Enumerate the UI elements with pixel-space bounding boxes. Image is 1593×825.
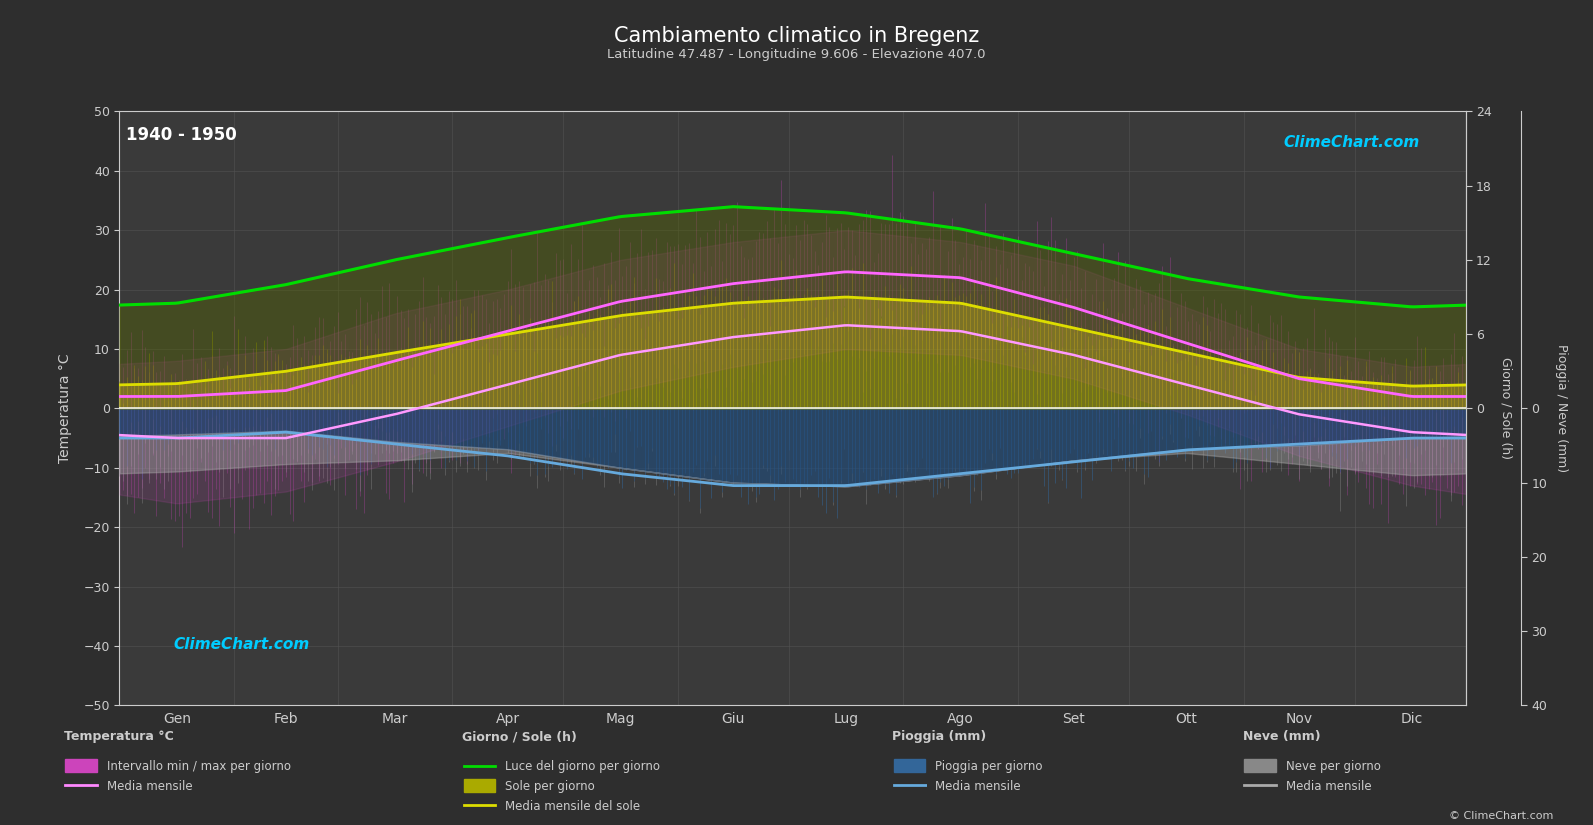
Bar <box>1244 759 1276 772</box>
Bar <box>65 759 97 772</box>
Text: Pioggia (mm): Pioggia (mm) <box>892 730 986 743</box>
Text: ClimeChart.com: ClimeChart.com <box>174 637 309 652</box>
Text: Giorno / Sole (h): Giorno / Sole (h) <box>462 730 577 743</box>
Text: ClimeChart.com: ClimeChart.com <box>1284 135 1419 150</box>
Text: Neve (mm): Neve (mm) <box>1243 730 1321 743</box>
Text: Media mensile del sole: Media mensile del sole <box>505 799 640 813</box>
Text: 1940 - 1950: 1940 - 1950 <box>126 126 237 144</box>
Text: Temperatura °C: Temperatura °C <box>64 730 174 743</box>
Text: Media mensile: Media mensile <box>935 780 1021 793</box>
Text: Latitudine 47.487 - Longitudine 9.606 - Elevazione 407.0: Latitudine 47.487 - Longitudine 9.606 - … <box>607 48 986 61</box>
Text: Media mensile: Media mensile <box>107 780 193 793</box>
Text: Pioggia per giorno: Pioggia per giorno <box>935 760 1042 773</box>
Text: Luce del giorno per giorno: Luce del giorno per giorno <box>505 760 660 773</box>
Text: Media mensile: Media mensile <box>1286 780 1372 793</box>
Bar <box>464 779 495 792</box>
Text: © ClimeChart.com: © ClimeChart.com <box>1448 811 1553 821</box>
Y-axis label: Giorno / Sole (h): Giorno / Sole (h) <box>1499 357 1513 460</box>
Text: Cambiamento climatico in Bregenz: Cambiamento climatico in Bregenz <box>613 26 980 46</box>
Text: Sole per giorno: Sole per giorno <box>505 780 594 793</box>
Bar <box>894 759 926 772</box>
Y-axis label: Pioggia / Neve (mm): Pioggia / Neve (mm) <box>1555 344 1568 473</box>
Y-axis label: Temperatura °C: Temperatura °C <box>57 354 72 463</box>
Text: Neve per giorno: Neve per giorno <box>1286 760 1381 773</box>
Text: Intervallo min / max per giorno: Intervallo min / max per giorno <box>107 760 292 773</box>
